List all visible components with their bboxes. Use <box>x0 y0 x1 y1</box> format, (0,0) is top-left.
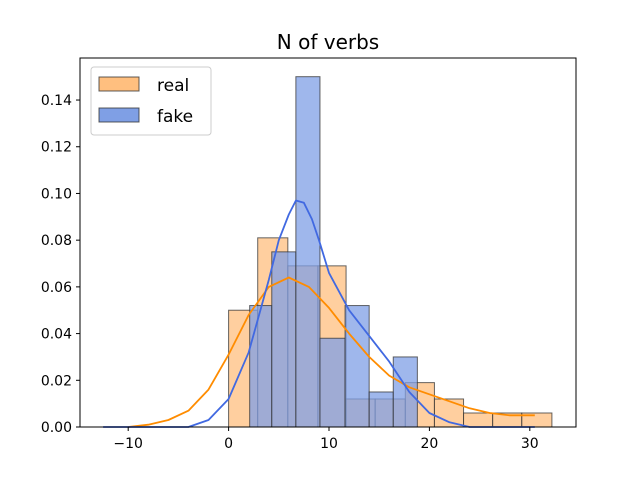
y-tick-label: 0.10 <box>41 186 72 202</box>
x-tick-label: −10 <box>113 436 143 452</box>
y-tick-label: 0.14 <box>41 93 72 109</box>
x-tick-label: 20 <box>420 436 438 452</box>
real-kde-line <box>128 276 535 428</box>
y-tick-label: 0.06 <box>41 280 72 296</box>
legend-swatch-real <box>98 76 140 92</box>
y-axis: 0.00 0.02 0.04 0.06 0.08 0.10 0.12 0.14 <box>41 93 80 436</box>
y-tick-label: 0.12 <box>41 140 72 156</box>
fake-bar-5 <box>368 391 394 428</box>
fake-bar-2 <box>295 76 321 428</box>
fake-bar-0 <box>249 305 273 428</box>
y-tick-label: 0.00 <box>41 420 72 436</box>
fake-bar-3 <box>319 337 346 428</box>
fake-bar-6 <box>392 356 418 428</box>
x-tick-label: 10 <box>320 436 338 452</box>
y-tick-label: 0.04 <box>41 327 72 343</box>
plot-frame <box>79 57 577 428</box>
x-tick-label: 30 <box>521 436 539 452</box>
chart-title: N of verbs <box>277 30 379 54</box>
fake-bar-1 <box>271 251 297 428</box>
kde-lines <box>103 199 535 428</box>
legend-swatch-fake <box>98 107 140 123</box>
y-tick-label: 0.08 <box>41 233 72 249</box>
legend-label-real: real <box>157 76 189 96</box>
fake-bar-4 <box>344 305 370 428</box>
y-tick-label: 0.02 <box>41 373 72 389</box>
x-axis: −10 0 10 20 30 <box>113 427 539 452</box>
fake-kde-line <box>103 199 535 428</box>
fake-histogram <box>249 76 418 428</box>
legend: real fake <box>90 66 212 136</box>
real-bar-8 <box>463 412 494 428</box>
x-tick-label: 0 <box>224 436 233 452</box>
legend-label-fake: fake <box>157 107 193 127</box>
